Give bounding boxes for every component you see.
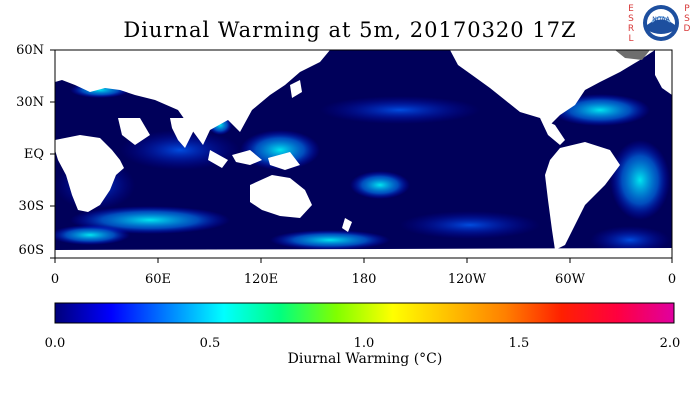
lon-label-0-left: 0 [50, 272, 60, 287]
land-borneo [232, 150, 262, 165]
land-new-zealand [342, 218, 352, 232]
land-greenland [615, 50, 650, 60]
lat-label-eq: EQ [23, 147, 44, 162]
map-field [55, 50, 672, 258]
lon-label-180: 180 [351, 272, 377, 287]
colorbar-tick-1-5: 1.5 [508, 336, 530, 351]
land-arabia [118, 118, 150, 145]
lon-label-0-right: 0 [667, 272, 677, 287]
land-sumatra [208, 150, 228, 168]
colorbar [54, 302, 675, 324]
lat-label-60n: 60N [16, 43, 44, 58]
land-eurasia [55, 50, 330, 145]
land-japan [290, 80, 302, 98]
map-ticks [50, 49, 673, 263]
land-antarctica [55, 248, 672, 258]
lon-label-120w: 120W [447, 272, 487, 287]
colorbar-gradient [54, 302, 675, 324]
land-new-guinea [268, 152, 300, 170]
lat-label-60s: 60S [18, 243, 44, 258]
land-europe-wrap [655, 50, 672, 95]
lon-label-120e: 120E [243, 272, 279, 287]
land-north-america [450, 50, 655, 125]
land-central-america [540, 118, 565, 145]
land-australia [250, 175, 312, 218]
lat-label-30s: 30S [18, 199, 44, 214]
lon-label-60w: 60W [555, 272, 585, 287]
colorbar-label: Diurnal Warming (°C) [287, 351, 443, 367]
lon-label-60e: 60E [144, 272, 172, 287]
land-south-america [545, 142, 620, 250]
noaa-logo-text: NOAA [652, 16, 670, 23]
colorbar-tick-0-5: 0.5 [199, 336, 221, 351]
colorbar-tick-0: 0.0 [44, 336, 66, 351]
colorbar-tick-1: 1.0 [353, 336, 375, 351]
land-africa [55, 135, 124, 212]
land-india [170, 118, 195, 148]
colorbar-tick-2: 2.0 [659, 336, 681, 351]
map-title: Diurnal Warming at 5m, 20170320 17Z [123, 18, 577, 42]
land [55, 50, 672, 258]
noaa-logo-icon: NOAA [643, 5, 679, 41]
lat-label-30n: 30N [16, 95, 44, 110]
